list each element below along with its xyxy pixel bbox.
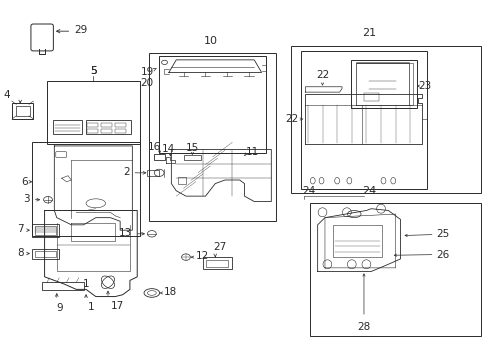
Bar <box>203 257 232 269</box>
Bar <box>177 177 186 184</box>
Text: 23: 23 <box>418 81 431 91</box>
Bar <box>87 129 98 133</box>
Text: 18: 18 <box>163 287 177 297</box>
Bar <box>147 170 159 176</box>
Bar <box>183 155 200 160</box>
Text: 4: 4 <box>4 90 10 100</box>
Bar <box>363 93 378 101</box>
Text: 6: 6 <box>21 177 27 187</box>
Bar <box>47 81 140 144</box>
Bar <box>101 123 112 127</box>
Text: 7: 7 <box>18 225 24 234</box>
Text: 20: 20 <box>141 78 154 88</box>
Bar <box>205 260 228 267</box>
Bar <box>35 251 56 257</box>
Text: 9: 9 <box>56 303 62 313</box>
Bar <box>159 56 266 153</box>
Text: 24: 24 <box>302 186 315 196</box>
Bar <box>300 51 427 189</box>
Bar <box>154 154 164 160</box>
Text: 24: 24 <box>361 186 375 196</box>
Text: 1: 1 <box>87 302 94 312</box>
Text: 16: 16 <box>147 142 161 152</box>
Bar <box>332 225 381 257</box>
Text: 27: 27 <box>213 242 226 252</box>
Text: 2: 2 <box>123 167 130 177</box>
Text: 10: 10 <box>203 36 217 45</box>
Bar <box>35 226 56 234</box>
Text: 29: 29 <box>74 26 87 35</box>
Text: 1: 1 <box>82 279 89 289</box>
Text: 25: 25 <box>435 229 448 239</box>
Bar <box>115 123 125 127</box>
Bar <box>16 106 30 116</box>
Text: 8: 8 <box>18 248 24 258</box>
Text: 5: 5 <box>90 66 97 76</box>
Bar <box>32 249 59 259</box>
Bar <box>32 142 140 235</box>
Text: 22: 22 <box>315 69 328 80</box>
Text: 5: 5 <box>90 66 97 76</box>
Text: 13: 13 <box>119 228 132 238</box>
Bar <box>53 121 81 134</box>
Text: 3: 3 <box>23 194 30 204</box>
Text: 26: 26 <box>435 250 448 260</box>
Bar <box>115 129 125 133</box>
Text: 21: 21 <box>361 28 375 39</box>
Bar <box>42 282 83 290</box>
Bar <box>87 123 98 127</box>
Bar <box>101 129 112 133</box>
Bar <box>32 224 59 237</box>
Bar <box>12 103 33 119</box>
Bar <box>290 45 480 193</box>
Bar <box>310 203 480 336</box>
Text: 15: 15 <box>185 143 199 153</box>
Text: 17: 17 <box>110 301 123 311</box>
Bar <box>149 53 276 221</box>
Text: 22: 22 <box>285 114 298 124</box>
Text: 14: 14 <box>162 144 175 154</box>
Text: 28: 28 <box>357 321 370 332</box>
Text: 19: 19 <box>140 67 154 77</box>
Text: 11: 11 <box>245 147 258 157</box>
Text: 12: 12 <box>195 251 208 261</box>
Bar <box>86 121 131 134</box>
Bar <box>350 60 416 108</box>
